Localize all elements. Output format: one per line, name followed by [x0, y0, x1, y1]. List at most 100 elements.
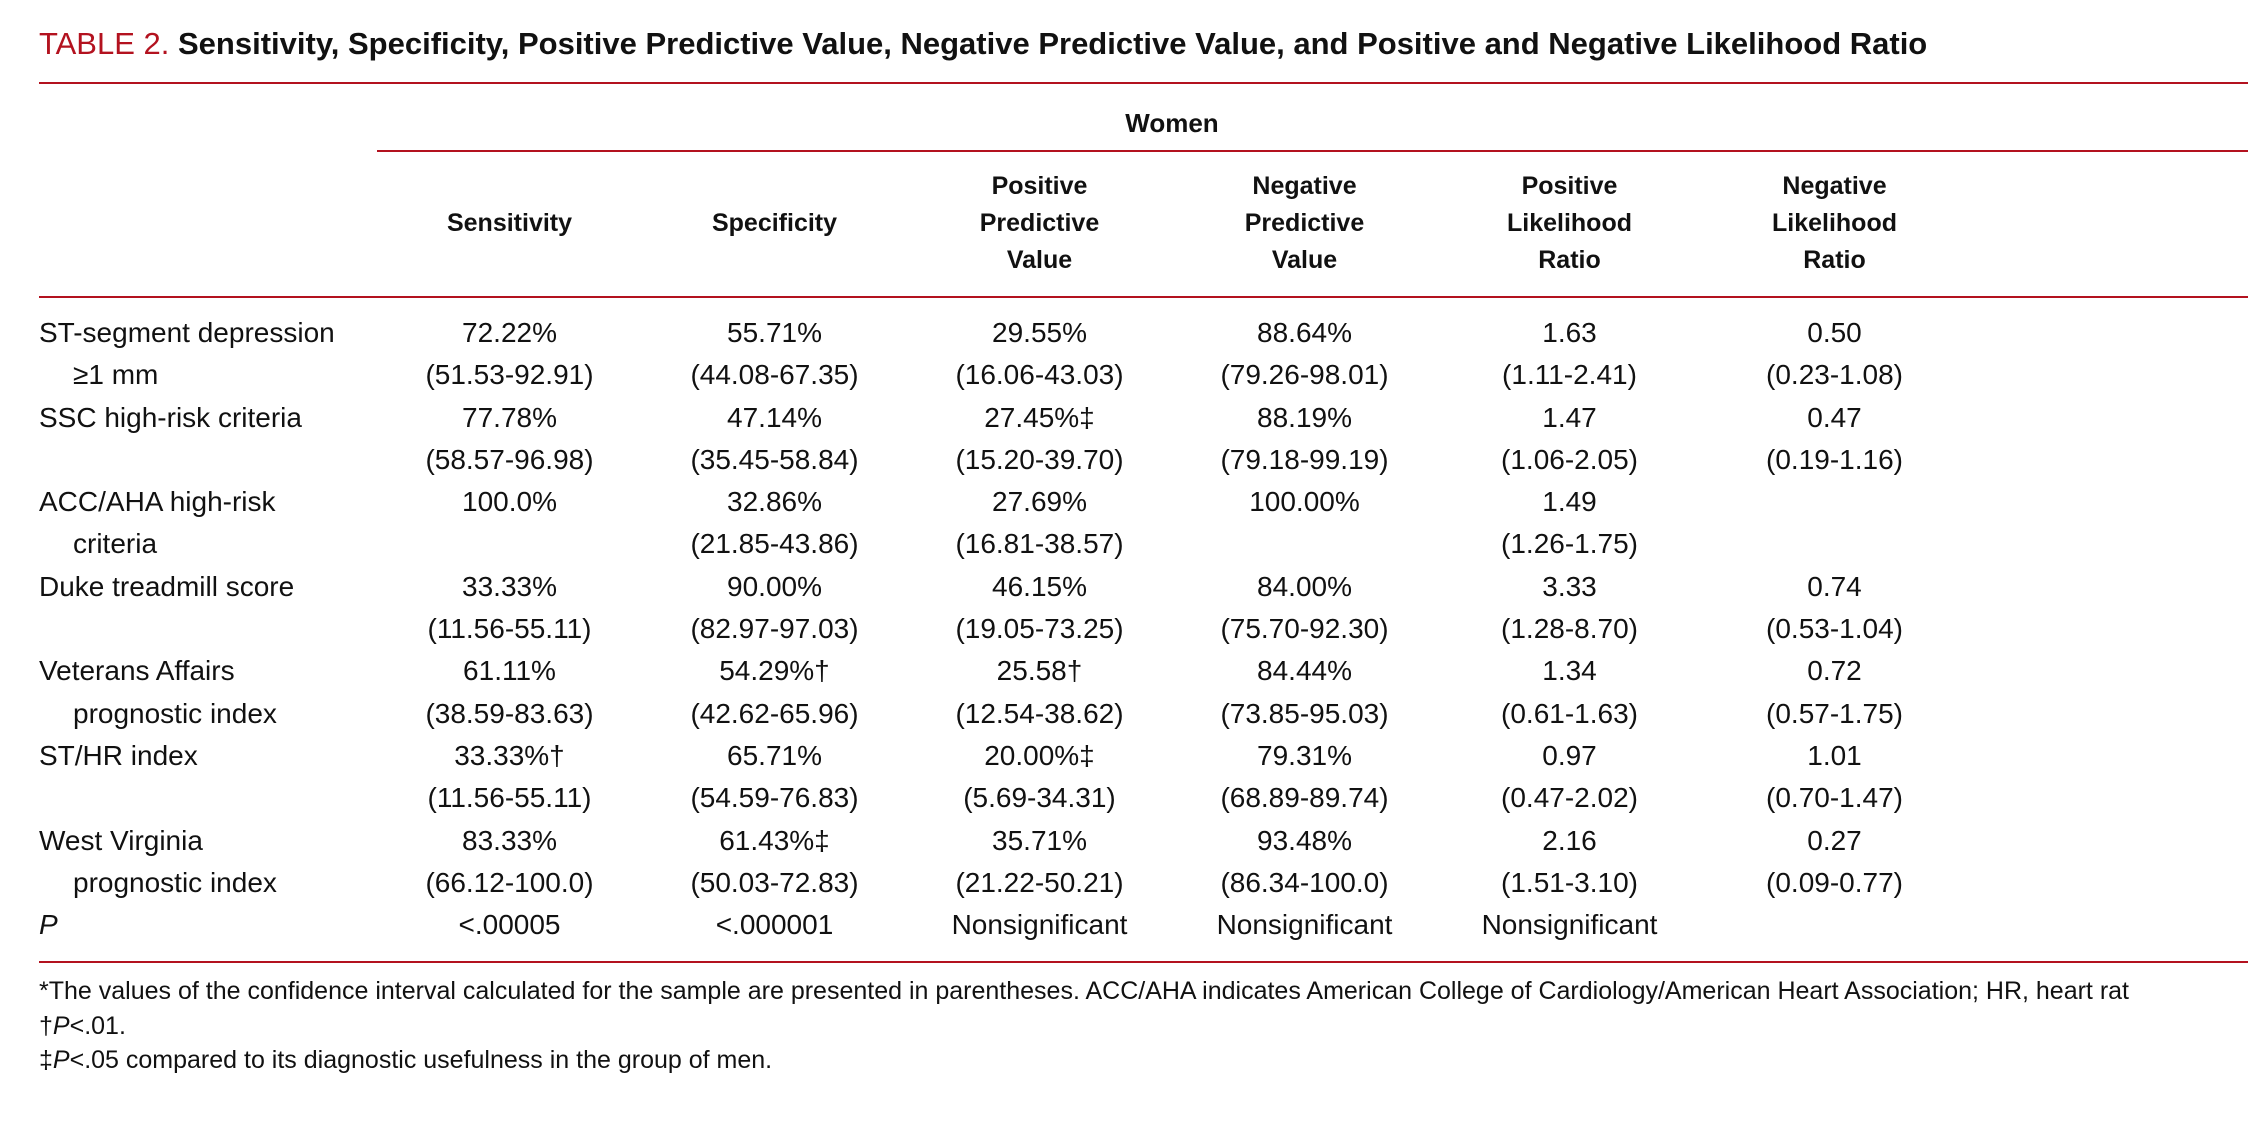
row-label: West Virginia prognostic index: [39, 820, 377, 905]
cell-line: (16.06-43.03): [955, 359, 1124, 391]
cell-line: 84.00%: [1257, 570, 1352, 602]
data-row: P <.00005 <.000001 Nonsignificant Nonsignifi…: [39, 904, 1967, 946]
row-label: ST/HR index: [39, 735, 377, 820]
cell: Nonsignificant: [1437, 904, 1702, 946]
cell-line: 46.15%: [992, 570, 1087, 602]
label-line: West Virginia: [39, 824, 203, 856]
cell-line: (16.81-38.57): [955, 528, 1124, 560]
header-line: Ratio: [1538, 245, 1601, 274]
cell: 29.55% (16.06-43.03): [907, 312, 1172, 397]
cell-line: Nonsignificant: [1481, 909, 1658, 941]
cell-line: (66.12-100.0): [425, 866, 594, 898]
column-header: Negative Predictive Value: [1172, 150, 1437, 296]
cell-line: (5.69-34.31): [963, 782, 1116, 814]
rule: [39, 961, 2248, 963]
cell: 1.47 (1.06-2.05): [1437, 397, 1702, 482]
cell: 84.44% (73.85-95.03): [1172, 650, 1437, 735]
cell: 2.16 (1.51-3.10): [1437, 820, 1702, 905]
label-line: P: [39, 909, 58, 941]
footnote-italic: P: [52, 1011, 70, 1040]
cell: 0.27 (0.09-0.77): [1702, 820, 1967, 905]
cell-line: (82.97-97.03): [690, 613, 859, 645]
cell: 90.00% (82.97-97.03): [642, 566, 907, 651]
cell-line: 1.47: [1542, 401, 1597, 433]
cell: 33.33% (11.56-55.11): [377, 566, 642, 651]
cell-line: 33.33%†: [454, 739, 565, 771]
header-line: Value: [1271, 245, 1338, 274]
data-row: Duke treadmill score 33.33% (11.56-55.11) 9…: [39, 566, 1967, 651]
header-line: Value: [1006, 245, 1073, 274]
row-label: SSC high-risk criteria: [39, 397, 377, 482]
cell: 100.0%: [377, 481, 642, 566]
header-line: Predictive: [979, 208, 1100, 237]
header-line: Likelihood: [1772, 208, 1897, 237]
footnote-mark: ‡: [39, 1046, 53, 1074]
cell-line: 27.69%: [992, 486, 1087, 518]
cell-line: (35.45-58.84): [690, 443, 859, 475]
data-row: ACC/AHA high-risk criteria 100.0% 32.86% (21…: [39, 481, 1967, 566]
cell-line: 77.78%: [462, 401, 557, 433]
group-header: Women: [1125, 107, 1219, 138]
cell-line: (0.47-2.02): [1501, 782, 1638, 814]
empty-cell: [39, 96, 377, 150]
title: TABLE 2. Sensitivity, Specificity, Posit…: [39, 26, 2248, 62]
footnote-text: *The values of the confidence interval c…: [39, 977, 2129, 1005]
cell-line: (1.51-3.10): [1501, 866, 1638, 898]
cell-line: 3.33: [1542, 570, 1597, 602]
cell-line: 0.50: [1807, 317, 1862, 348]
cell-line: 100.00%: [1249, 486, 1360, 518]
cell-line: (21.85-43.86): [690, 528, 859, 560]
row-label: ST-segment depression ≥1 mm: [39, 312, 377, 397]
cell: 83.33% (66.12-100.0): [377, 820, 642, 905]
cell-line: (86.34-100.0): [1220, 866, 1389, 898]
cell: 0.47 (0.19-1.16): [1702, 397, 1967, 482]
label-line: criteria: [73, 528, 158, 560]
row-label: Duke treadmill score: [39, 566, 377, 651]
cell-line: 0.47: [1807, 401, 1862, 433]
cell-line: 25.58†: [996, 655, 1083, 687]
label-line: prognostic index: [73, 697, 277, 729]
cell-line: (44.08-67.35): [690, 359, 859, 391]
footnote: †P<.01.: [39, 1009, 2248, 1044]
cell-line: (54.59-76.83): [690, 782, 859, 814]
cell-line: 65.71%: [727, 739, 822, 771]
rule: [377, 150, 2248, 152]
cell: 1.63 (1.11-2.41): [1437, 312, 1702, 397]
cell: 61.11% (38.59-83.63): [377, 650, 642, 735]
title-prefix: TABLE 2.: [39, 26, 170, 61]
cell-line: <.00005: [458, 909, 561, 941]
cell-line: (0.70-1.47): [1766, 782, 1903, 814]
label-line: SSC high-risk criteria: [39, 401, 302, 433]
label-line: Veterans Affairs: [39, 655, 235, 687]
cell-line: (15.20-39.70): [955, 443, 1124, 475]
cell-line: (1.11-2.41): [1502, 359, 1637, 391]
cell-line: (73.85-95.03): [1220, 697, 1389, 729]
header-line: Ratio: [1803, 245, 1866, 274]
cell-line: 1.01: [1807, 739, 1862, 771]
cell: 33.33%† (11.56-55.11): [377, 735, 642, 820]
label-line: ≥1 mm: [73, 359, 159, 391]
cell-line: (1.26-1.75): [1501, 528, 1638, 560]
cell: 55.71% (44.08-67.35): [642, 312, 907, 397]
cell-line: (11.56-55.11): [427, 613, 592, 645]
cell-line: (11.56-55.11): [427, 782, 592, 814]
cell-line: (79.18-99.19): [1220, 443, 1389, 475]
cell: 3.33 (1.28-8.70): [1437, 566, 1702, 651]
header-line: Predictive: [1244, 208, 1365, 237]
cell-line: 29.55%: [992, 317, 1087, 348]
label-line: Duke treadmill score: [39, 570, 295, 602]
column-header: Negative Likelihood Ratio: [1702, 150, 1967, 296]
cell: 27.69% (16.81-38.57): [907, 481, 1172, 566]
cell: 0.97 (0.47-2.02): [1437, 735, 1702, 820]
header-line: Positive: [991, 171, 1088, 200]
footnote: ‡P<.05 compared to its diagnostic useful…: [39, 1043, 2248, 1078]
cell-line: 1.34: [1542, 655, 1597, 687]
header-line: Specificity: [711, 208, 838, 237]
data-row: SSC high-risk criteria 77.78% (58.57-96.98…: [39, 397, 1967, 482]
cell-line: Nonsignificant: [1216, 909, 1393, 941]
cell-line: (0.57-1.75): [1766, 697, 1903, 729]
cell-line: (38.59-83.63): [425, 697, 594, 729]
cell-line: 72.22%: [462, 317, 557, 348]
label-line: prognostic index: [73, 866, 277, 898]
